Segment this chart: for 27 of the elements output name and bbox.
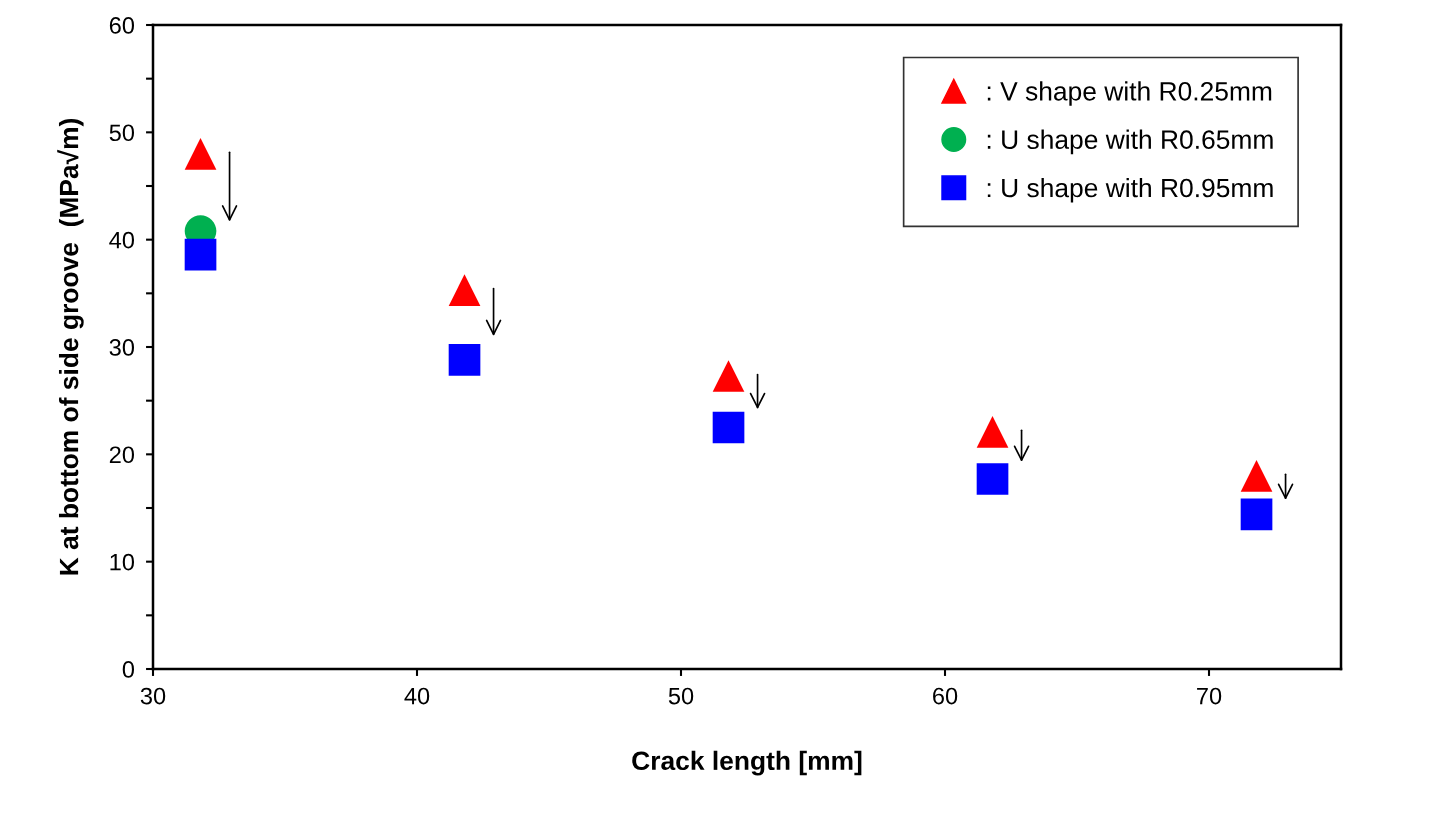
y-tick-label: 60 — [109, 17, 135, 34]
legend-label: : V shape with R0.25mm — [987, 81, 1272, 106]
legend-label: : U shape with R0.65mm — [987, 129, 1273, 155]
x-tick-label: 50 — [668, 687, 694, 705]
point — [976, 415, 1009, 448]
x-tick-label: 30 — [140, 687, 166, 705]
x-tick-label: 60 — [933, 687, 958, 705]
y-tick-label: 10 — [110, 553, 135, 571]
point — [1240, 498, 1273, 531]
x-tick-label: 70 — [1197, 687, 1222, 705]
point — [184, 137, 217, 170]
x-tick-label: 40 — [404, 687, 430, 705]
point — [184, 238, 217, 271]
point — [448, 344, 481, 376]
point — [712, 411, 745, 444]
point — [712, 360, 745, 392]
point — [448, 274, 481, 306]
y-tick-label: 50 — [109, 124, 135, 142]
point — [976, 463, 1009, 495]
legend-label: : U shape with R0.95mm — [987, 177, 1273, 203]
y-axis-title: K at bottom of side groove (MPa√m) — [57, 118, 84, 575]
y-tick-label: 40 — [109, 231, 135, 249]
y-tick-label: 30 — [109, 339, 135, 356]
y-tick-label: 20 — [109, 446, 135, 464]
x-axis-title: Crack length [mm] — [632, 750, 862, 776]
y-tick-label: 0 — [122, 661, 135, 678]
point — [1240, 459, 1273, 492]
